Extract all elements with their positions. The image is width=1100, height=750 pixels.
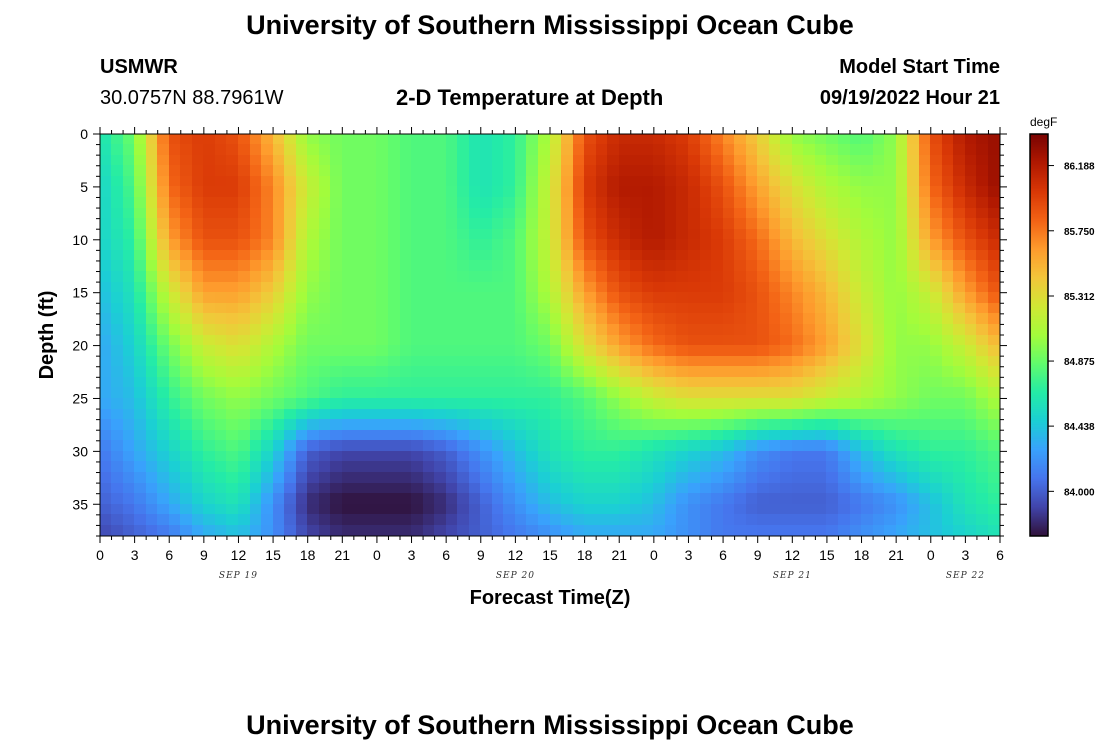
y-tick-label: 5 [80,179,88,195]
colorbar-frame [1029,133,1049,537]
x-tick-label: 3 [408,547,416,563]
x-tick-label: 6 [442,547,450,563]
colorbar-units: degF [1030,115,1057,129]
x-tick-label: 18 [577,547,593,563]
x-tick-label: 15 [819,547,835,563]
x-axis-label: Forecast Time(Z) [470,587,631,609]
colorbar-tick-label: 84.000 [1064,487,1095,498]
footer-title: University of Southern Mississippi Ocean… [246,710,854,740]
station-coordinates: 30.0757N 88.7961W [100,87,284,109]
date-label: SEP 20 [496,571,535,581]
colorbar [1030,134,1048,536]
y-tick-label: 30 [72,443,88,459]
x-tick-label: 3 [961,547,969,563]
y-tick-label: 15 [72,285,88,301]
x-tick-label: 0 [96,547,104,563]
x-tick-label: 18 [854,547,870,563]
colorbar-tick-label: 85.312 [1064,292,1095,303]
x-tick-label: 21 [335,547,351,563]
x-tick-label: 12 [231,547,247,563]
x-tick-label: 12 [785,547,801,563]
x-tick-label: 0 [927,547,935,563]
y-tick-label: 0 [80,126,88,142]
model-start-label: Model Start Time [839,56,1000,78]
date-label: SEP 21 [773,571,812,581]
heatmap-grid [100,134,1000,536]
page-title: University of Southern Mississippi Ocean… [246,10,854,40]
y-tick-label: 25 [72,390,88,406]
plot-frame [99,133,1001,537]
x-tick-label: 9 [477,547,485,563]
x-tick-label: 9 [200,547,208,563]
y-axis-label: Depth (ft) [36,291,58,380]
x-tick-label: 15 [542,547,558,563]
x-tick-label: 15 [265,547,281,563]
date-label: SEP 22 [946,571,985,581]
x-tick-label: 3 [131,547,139,563]
x-tick-label: 6 [165,547,173,563]
y-tick-label: 10 [72,232,88,248]
colorbar-tick-label: 84.438 [1064,422,1095,433]
x-tick-label: 18 [300,547,316,563]
x-tick-label: 3 [685,547,693,563]
colorbar-tick-label: 84.875 [1064,357,1095,368]
x-tick-label: 6 [719,547,727,563]
colorbar-tick-label: 86.188 [1064,162,1095,173]
model-start-time: 09/19/2022 Hour 21 [819,87,1000,109]
x-tick-label: 21 [611,547,627,563]
x-tick-label: 6 [996,547,1004,563]
x-tick-label: 0 [650,547,658,563]
station-id: USMWR [100,56,178,78]
x-tick-label: 0 [373,547,381,563]
plot-title: 2-D Temperature at Depth [396,85,664,110]
x-tick-label: 12 [508,547,524,563]
x-tick-label: 9 [754,547,762,563]
x-tick-label: 21 [888,547,904,563]
colorbar-tick-label: 85.750 [1064,227,1095,238]
date-label: SEP 19 [219,571,258,581]
y-tick-label: 20 [72,338,88,354]
y-tick-label: 35 [72,496,88,512]
